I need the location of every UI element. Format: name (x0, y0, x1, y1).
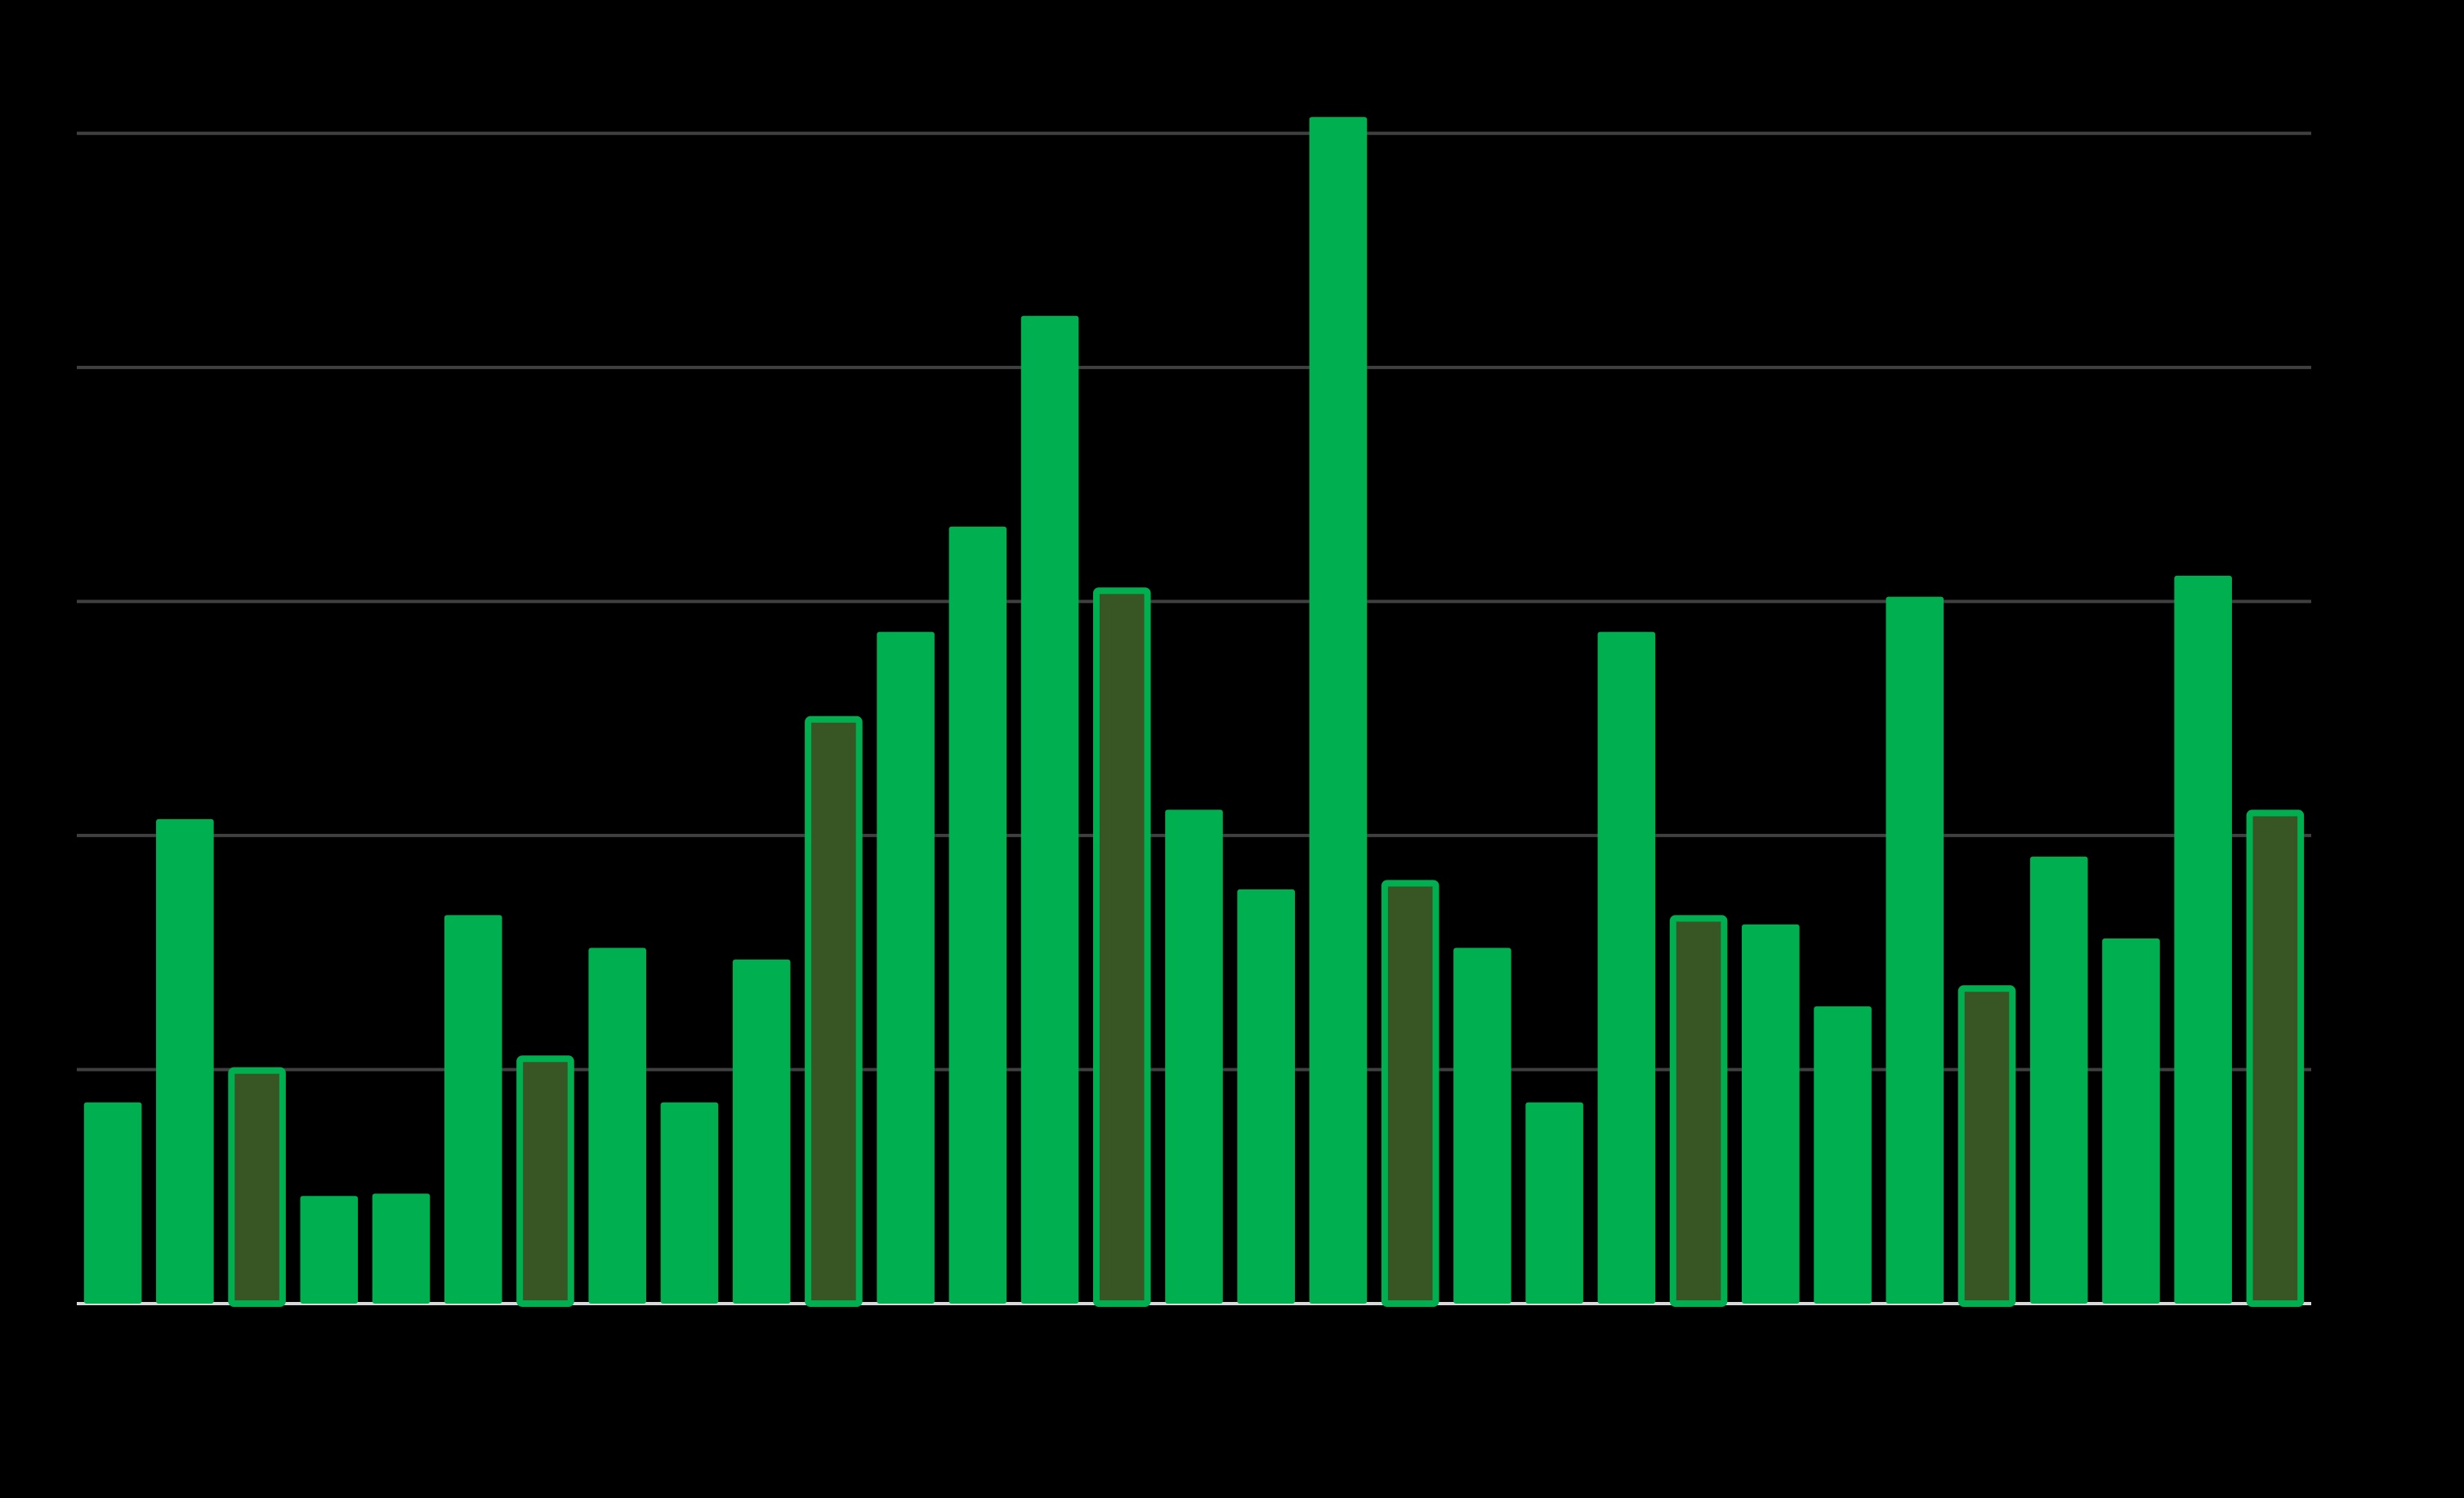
bar (83, 1102, 142, 1304)
bar (228, 1067, 286, 1308)
bar (1814, 1006, 1872, 1304)
bar (156, 818, 214, 1304)
bar (1092, 587, 1151, 1307)
bar (660, 1102, 719, 1304)
bar (1669, 915, 1728, 1308)
bar (1381, 880, 1440, 1307)
bar (877, 631, 935, 1304)
bar (1020, 315, 1079, 1304)
bar (1165, 809, 1223, 1304)
bar (2174, 575, 2232, 1304)
bar (516, 1055, 574, 1308)
bar (1525, 1102, 1583, 1304)
bar (300, 1196, 359, 1304)
bar (1453, 947, 1511, 1304)
bar (372, 1193, 431, 1304)
bar (1886, 596, 1944, 1304)
bar (805, 716, 863, 1307)
bar (444, 915, 502, 1304)
bar (1309, 117, 1368, 1304)
bar (2029, 856, 2088, 1304)
bar (2246, 809, 2305, 1307)
bar (588, 947, 646, 1304)
bar (1597, 631, 1656, 1304)
bar (2102, 938, 2160, 1304)
bar (1957, 985, 2016, 1308)
bar (1237, 889, 1296, 1304)
bar (732, 959, 791, 1304)
bar (1742, 924, 1800, 1304)
bar (949, 526, 1007, 1304)
